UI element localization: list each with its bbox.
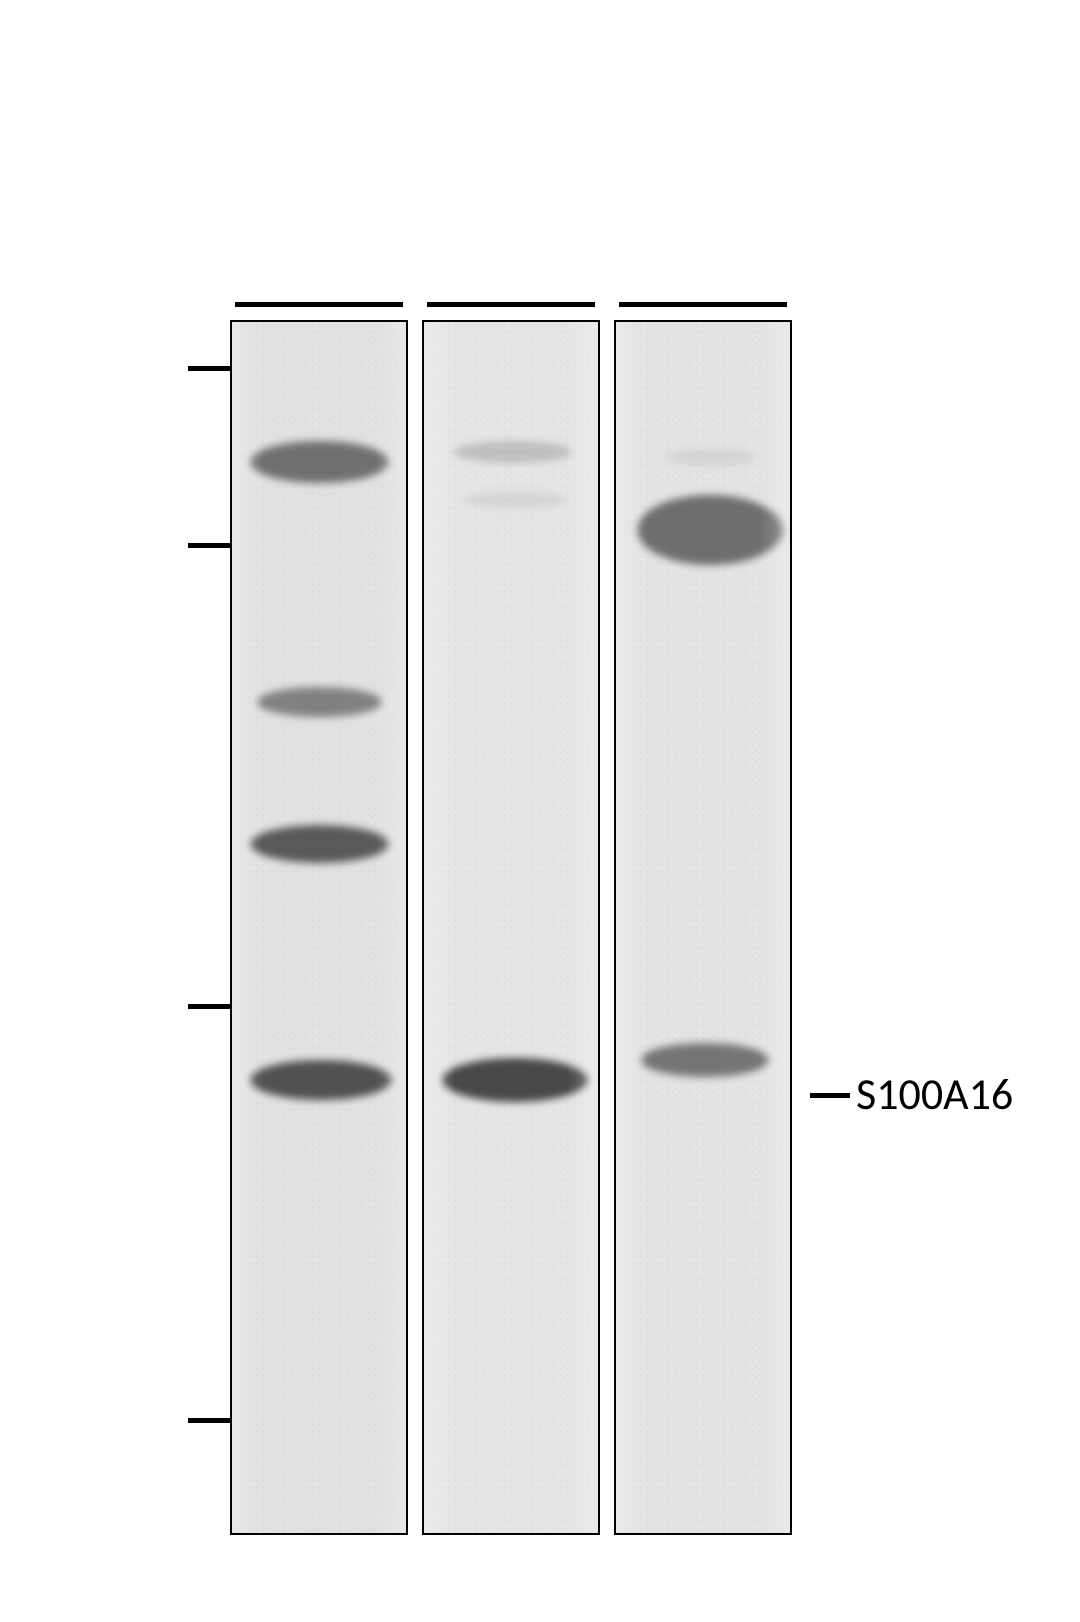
lane-gradient <box>232 322 406 1533</box>
lane-u87mg <box>230 320 408 1535</box>
mw-tick <box>188 1418 230 1423</box>
lane-mouse-kidney <box>422 320 600 1535</box>
protein-band <box>454 441 571 463</box>
protein-band <box>250 825 389 863</box>
lane-underline <box>619 302 787 307</box>
protein-band <box>442 1058 588 1102</box>
target-label: S100A16 <box>856 1067 1013 1121</box>
lane-underline <box>427 302 595 307</box>
protein-band <box>463 492 566 508</box>
protein-band <box>641 1043 769 1077</box>
mw-tick <box>188 366 230 371</box>
protein-band <box>637 495 783 565</box>
protein-band <box>250 1060 392 1100</box>
protein-band <box>666 449 755 465</box>
mw-tick <box>188 543 230 548</box>
target-tick <box>810 1093 850 1098</box>
lane-rat-kidney <box>614 320 792 1535</box>
membrane-noise <box>232 322 406 1533</box>
lane-underline <box>235 302 403 307</box>
mw-tick <box>188 1004 230 1009</box>
protein-band <box>250 441 389 483</box>
protein-band <box>257 687 382 717</box>
